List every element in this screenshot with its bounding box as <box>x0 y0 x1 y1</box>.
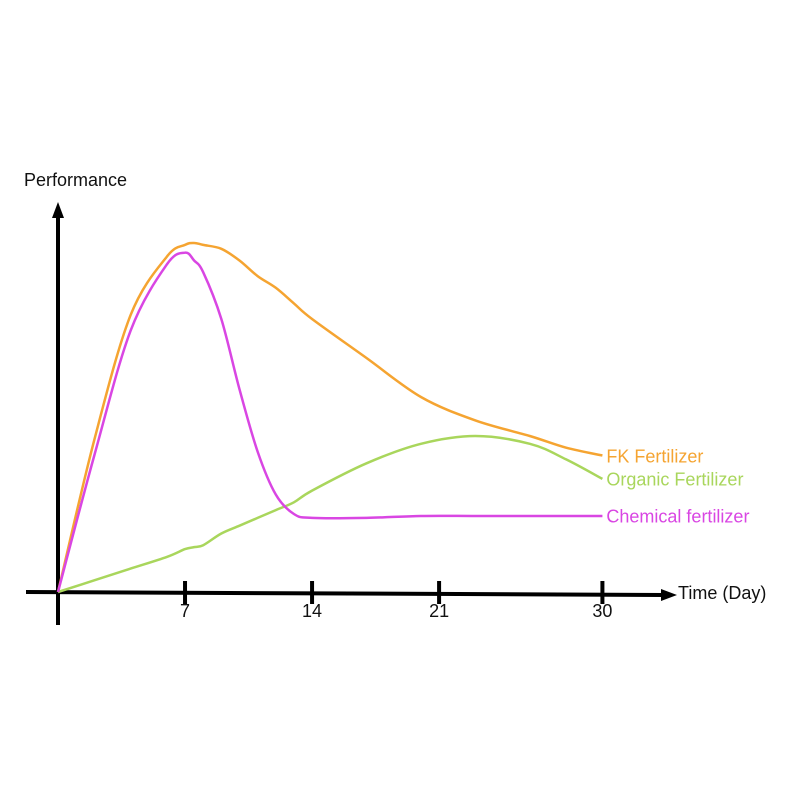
series-line <box>56 241 603 593</box>
x-tick-label: 7 <box>180 601 190 621</box>
series-line <box>57 434 604 594</box>
x-tick-label: 21 <box>429 601 449 621</box>
series-label: Chemical fertilizer <box>606 507 749 527</box>
x-axis <box>25 590 665 597</box>
x-axis-arrow <box>661 589 677 601</box>
series-line <box>56 251 603 593</box>
x-tick-label: 14 <box>302 601 322 621</box>
y-axis-arrow <box>52 202 64 218</box>
x-tick-label: 30 <box>592 601 612 621</box>
series-label: Organic Fertilizer <box>606 470 743 490</box>
series-label: FK Fertilizer <box>606 446 703 466</box>
x-axis-title: Time (Day) <box>678 583 766 603</box>
y-axis-title: Performance <box>24 170 127 190</box>
